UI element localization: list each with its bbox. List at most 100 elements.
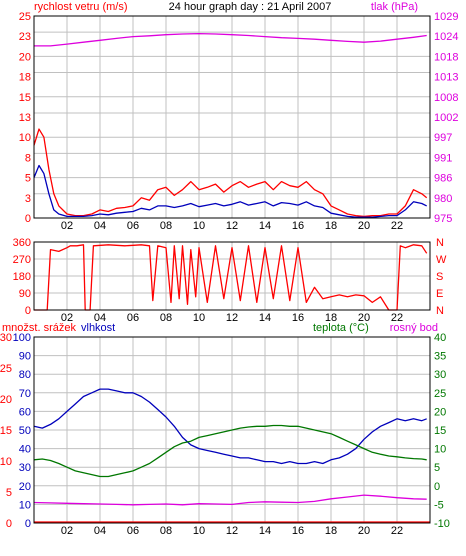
dew-point-axis-label: rosný bod xyxy=(390,322,438,334)
left-tick-label: 40 xyxy=(19,444,31,456)
right-tick-label: 15 xyxy=(434,425,446,437)
left-tick-label: 70 xyxy=(19,388,31,400)
left-tick-label: 270 xyxy=(13,254,31,266)
right-tick-label: 35 xyxy=(434,351,446,363)
x-tick-label: 12 xyxy=(226,525,238,537)
right-tick-label: 991 xyxy=(434,152,452,164)
series-line xyxy=(33,128,428,218)
left-tick-label: 10 xyxy=(19,499,31,511)
x-tick-label: 16 xyxy=(292,220,304,232)
x-tick-label: 18 xyxy=(325,220,337,232)
x-tick-label: 08 xyxy=(160,312,172,324)
right-tick-label: 30 xyxy=(434,369,446,381)
x-tick-label: 02 xyxy=(61,525,73,537)
pressure-axis-label: tlak (hPa) xyxy=(371,1,418,13)
right-tick-label: 980 xyxy=(434,193,452,205)
x-tick-label: 20 xyxy=(358,525,370,537)
left-tick-label: 8 xyxy=(25,152,31,164)
left-tick-label: 13 xyxy=(19,112,31,124)
precipitation-tick-label: 15 xyxy=(0,425,12,437)
right-tick-label: S xyxy=(436,271,443,283)
left-tick-label: 90 xyxy=(19,351,31,363)
series-line xyxy=(34,32,427,47)
plot-frame xyxy=(33,336,431,524)
chart-title: 24 hour graph day : 21 April 2007 xyxy=(169,1,332,13)
right-tick-label: 5 xyxy=(434,462,440,474)
right-tick-label: E xyxy=(436,288,443,300)
chart-panels: 2523201815131085301029102410181013100810… xyxy=(0,11,458,537)
x-tick-label: 06 xyxy=(127,220,139,232)
right-tick-label: N xyxy=(436,305,444,317)
x-tick-label: 10 xyxy=(193,525,205,537)
left-tick-label: 90 xyxy=(19,288,31,300)
x-tick-label: 22 xyxy=(391,220,403,232)
x-tick-label: 06 xyxy=(127,525,139,537)
right-tick-label: 25 xyxy=(434,388,446,400)
x-tick-label: 20 xyxy=(358,220,370,232)
left-tick-label: 60 xyxy=(19,406,31,418)
left-tick-label: 180 xyxy=(13,271,31,283)
right-tick-label: 1008 xyxy=(434,92,458,104)
x-tick-label: 12 xyxy=(226,312,238,324)
left-tick-label: 0 xyxy=(25,518,31,530)
x-tick-label: 10 xyxy=(193,220,205,232)
left-tick-label: 0 xyxy=(25,305,31,317)
right-tick-label: 20 xyxy=(434,406,446,418)
right-tick-label: 1002 xyxy=(434,112,458,124)
series-line xyxy=(33,388,427,465)
x-tick-label: 06 xyxy=(127,312,139,324)
temperature-axis-label: teplota (°C) xyxy=(313,322,369,334)
left-tick-label: 0 xyxy=(25,213,31,225)
right-tick-label: 1029 xyxy=(434,11,458,23)
x-tick-label: 18 xyxy=(325,525,337,537)
series-line xyxy=(33,424,427,478)
wind-speed-axis-label: rychlost vetru (m/s) xyxy=(34,1,128,13)
left-tick-label: 80 xyxy=(19,369,31,381)
plot-frame xyxy=(33,241,431,311)
right-tick-label: 40 xyxy=(434,332,446,344)
plot-frame xyxy=(33,15,431,219)
series-line xyxy=(33,494,427,506)
left-tick-label: 50 xyxy=(19,425,31,437)
left-tick-label: 25 xyxy=(19,11,31,23)
right-tick-label: W xyxy=(436,254,447,266)
x-tick-label: 04 xyxy=(94,220,106,232)
left-tick-label: 3 xyxy=(25,193,31,205)
precipitation-tick-label: 5 xyxy=(6,487,12,499)
precipitation-tick-label: 10 xyxy=(0,456,12,468)
left-tick-label: 20 xyxy=(19,481,31,493)
right-tick-label: 1024 xyxy=(434,31,458,43)
left-tick-label: 30 xyxy=(19,462,31,474)
humidity-axis-label: vlhkost xyxy=(81,322,115,334)
x-tick-label: 22 xyxy=(391,312,403,324)
left-tick-label: 20 xyxy=(19,51,31,63)
right-tick-label: 997 xyxy=(434,132,452,144)
right-tick-label: -5 xyxy=(434,499,444,511)
x-tick-label: 04 xyxy=(94,312,106,324)
x-tick-label: 16 xyxy=(292,525,304,537)
panel-2 xyxy=(33,241,431,311)
x-tick-label: 08 xyxy=(160,525,172,537)
left-tick-label: 23 xyxy=(19,31,31,43)
x-tick-label: 20 xyxy=(358,312,370,324)
series-line xyxy=(33,164,427,218)
left-tick-label: 10 xyxy=(19,132,31,144)
precipitation-tick-label: 25 xyxy=(0,363,12,375)
right-tick-label: 975 xyxy=(434,213,452,225)
x-tick-label: 02 xyxy=(61,312,73,324)
right-tick-label: 1013 xyxy=(434,72,458,84)
right-tick-label: -10 xyxy=(434,518,450,530)
x-tick-label: 14 xyxy=(259,525,271,537)
right-tick-label: N xyxy=(436,237,444,249)
right-tick-label: 986 xyxy=(434,173,452,185)
x-tick-label: 22 xyxy=(391,525,403,537)
panel-3 xyxy=(33,336,431,524)
x-tick-label: 18 xyxy=(325,312,337,324)
precipitation-tick-label: 30 xyxy=(0,332,12,344)
left-tick-label: 15 xyxy=(19,92,31,104)
x-tick-label: 04 xyxy=(94,525,106,537)
left-tick-label: 100 xyxy=(13,332,31,344)
precipitation-tick-label: 0 xyxy=(6,518,12,530)
